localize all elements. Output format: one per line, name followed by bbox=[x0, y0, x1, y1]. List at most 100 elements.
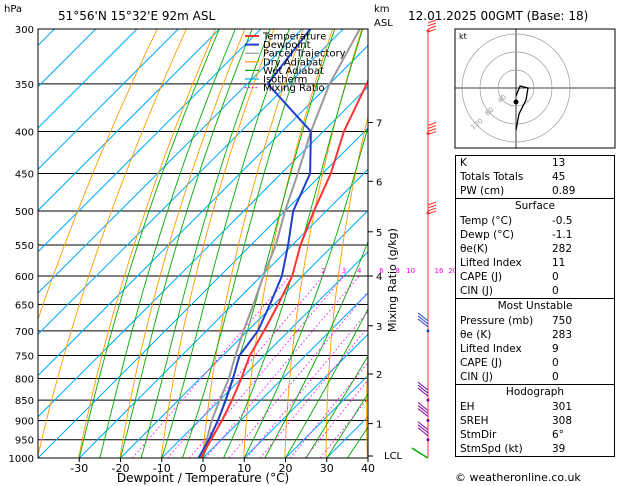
indices-table: K 13 Totals Totals 45 PW (cm) 0.89 Surface Te… bbox=[455, 155, 615, 457]
pressure-tick-label: 950 bbox=[15, 436, 34, 447]
most-unstable-header: Most Unstable bbox=[456, 298, 614, 314]
hodograph-ring bbox=[479, 51, 553, 125]
wind-barb-flag bbox=[417, 424, 429, 434]
hodograph-ring bbox=[497, 69, 535, 107]
mixing-ratio-line bbox=[167, 275, 324, 458]
wind-barb-flag bbox=[417, 318, 429, 328]
mixing-ratio-label: 4 bbox=[357, 267, 362, 275]
wet-adiabat-line bbox=[305, 355, 368, 458]
index-row: K 13 bbox=[456, 156, 614, 170]
isotherm-line bbox=[38, 127, 368, 458]
index-label: K bbox=[460, 157, 467, 169]
surface-row: θe(K) 282 bbox=[456, 242, 614, 256]
hodograph-value: 39 bbox=[552, 443, 566, 455]
legend-label: Isotherm bbox=[263, 75, 307, 86]
x-tick-label: 20 bbox=[279, 462, 293, 475]
hodograph-ring bbox=[461, 33, 571, 143]
wind-barb-flag bbox=[417, 384, 429, 394]
wet-adiabat-line bbox=[264, 240, 368, 458]
wet-adiabat-line bbox=[99, 29, 236, 458]
mixing-ratio-label: 8 bbox=[395, 267, 399, 275]
isotherm-line bbox=[285, 374, 368, 458]
isotherm-line bbox=[202, 292, 368, 458]
wind-barb-flag bbox=[417, 315, 429, 325]
legend-label: Dry Adiabat bbox=[263, 57, 322, 68]
most-unstable-value: 750 bbox=[552, 315, 573, 327]
pressure-tick-label: 400 bbox=[15, 128, 34, 139]
isotherm-line bbox=[78, 168, 368, 458]
pressure-tick-label: 900 bbox=[15, 416, 34, 427]
wind-barb-flag bbox=[427, 125, 437, 129]
surface-label: CAPE (J) bbox=[460, 271, 503, 283]
x-tick-label: 30 bbox=[320, 462, 334, 475]
most-unstable-row: Lifted Index 9 bbox=[456, 342, 614, 356]
x-axis-label: Dewpoint / Temperature (°C) bbox=[117, 471, 289, 485]
km-unit-label: km bbox=[374, 4, 390, 15]
wind-barb-flag bbox=[417, 381, 429, 391]
wind-barb-flag bbox=[417, 408, 429, 417]
surface-row: Temp (°C) -0.5 bbox=[456, 214, 614, 228]
mixing-ratio-label: 10 bbox=[406, 267, 415, 275]
km-tick-label: 7 bbox=[376, 118, 382, 129]
pressure-tick-label: 550 bbox=[15, 241, 34, 252]
wind-barb-flag bbox=[427, 201, 437, 206]
index-value: 0.89 bbox=[552, 185, 576, 197]
asl-unit-label: ASL bbox=[374, 18, 393, 29]
pressure-tick-label: 350 bbox=[15, 80, 34, 91]
dry-adiabat-line bbox=[38, 29, 187, 458]
isotherm-line bbox=[38, 86, 368, 418]
hodograph-header: Hodograph bbox=[456, 384, 614, 400]
km-tick-label: 2 bbox=[376, 370, 382, 381]
pressure-tick-label: 300 bbox=[15, 25, 34, 36]
mixing-ratio-label: 6 bbox=[379, 267, 384, 275]
hodograph-label: StmSpd (kt) bbox=[460, 443, 523, 455]
isotherm-line bbox=[161, 251, 368, 458]
dry-adiabat-line bbox=[284, 29, 363, 458]
most-unstable-row: Pressure (mb) 750 bbox=[456, 314, 614, 328]
x-tick-label: 40 bbox=[361, 462, 375, 475]
surface-row: Dewp (°C) -1.1 bbox=[456, 228, 614, 242]
hodograph-value: 6° bbox=[552, 429, 564, 441]
wind-barb-flag bbox=[417, 421, 429, 431]
surface-row: CAPE (J) 0 bbox=[456, 270, 614, 284]
surface-wind-barb bbox=[411, 447, 429, 459]
legend-label: Mixing Ratio bbox=[263, 83, 325, 94]
index-label: Totals Totals bbox=[460, 171, 524, 183]
dry-adiabat-line bbox=[78, 29, 217, 458]
most-unstable-label: Lifted Index bbox=[460, 343, 522, 355]
hodograph-row: StmSpd (kt) 39 bbox=[456, 442, 614, 456]
pressure-tick-label: 450 bbox=[15, 169, 34, 180]
x-tick-label: 10 bbox=[237, 462, 251, 475]
wet-adiabat-line bbox=[181, 29, 312, 458]
hpa-unit-label: hPa bbox=[4, 4, 22, 15]
most-unstable-value: 283 bbox=[552, 329, 573, 341]
location-title: 51°56'N 15°32'E 92m ASL bbox=[58, 9, 215, 23]
most-unstable-label: CAPE (J) bbox=[460, 357, 503, 369]
wind-barb-dot bbox=[426, 438, 430, 442]
wind-barb-flag bbox=[417, 402, 429, 411]
wind-barb-flag bbox=[427, 210, 437, 215]
mixing-ratio-axis-label: Mixing Ratio (g/kg) bbox=[386, 228, 399, 332]
mixing-ratio-line bbox=[205, 275, 360, 458]
surface-value: -1.1 bbox=[552, 229, 573, 241]
hodograph-row: EH 301 bbox=[456, 400, 614, 414]
km-tick-label: 5 bbox=[376, 228, 382, 239]
wet-adiabat-line bbox=[78, 29, 220, 458]
wind-barb-flag bbox=[427, 207, 437, 212]
dry-adiabat-line bbox=[366, 344, 368, 458]
dry-adiabat-line bbox=[325, 114, 368, 458]
pressure-tick-label: 850 bbox=[15, 396, 34, 407]
most-unstable-label: θe (K) bbox=[460, 329, 492, 341]
legend-label: Temperature bbox=[262, 32, 326, 43]
isotherm-line bbox=[38, 29, 220, 212]
most-unstable-value: 0 bbox=[552, 371, 559, 383]
wind-barb-flag bbox=[427, 204, 437, 209]
most-unstable-value: 9 bbox=[552, 343, 559, 355]
hodograph-label: SREH bbox=[460, 415, 489, 427]
surface-value: -0.5 bbox=[552, 215, 573, 227]
wind-barb-flag bbox=[427, 25, 437, 30]
isotherm-line bbox=[38, 29, 262, 253]
km-tick-label: 3 bbox=[376, 322, 382, 333]
legend-label: Dewpoint bbox=[263, 40, 311, 51]
